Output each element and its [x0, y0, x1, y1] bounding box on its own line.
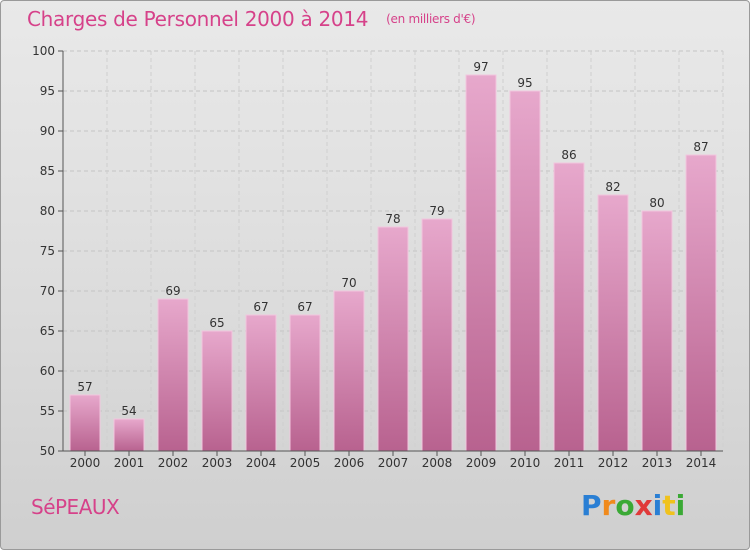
- data-label: 67: [297, 300, 312, 314]
- x-tick-label: 2000: [70, 456, 101, 470]
- x-tick-label: 2001: [114, 456, 145, 470]
- data-label: 67: [253, 300, 268, 314]
- x-tick-label: 2008: [422, 456, 453, 470]
- data-label: 69: [165, 284, 180, 298]
- data-label: 87: [693, 140, 708, 154]
- data-label: 86: [561, 148, 576, 162]
- logo-letter: P: [581, 489, 602, 522]
- data-label: 70: [341, 276, 356, 290]
- x-tick-label: 2003: [202, 456, 233, 470]
- bar: [509, 90, 541, 452]
- y-tick-label: 60: [40, 364, 55, 378]
- bars: 57 54 69 65 67 67 70 78 79 97 95 86 82 80 87: [69, 60, 717, 452]
- data-label: 97: [473, 60, 488, 74]
- y-tick-label: 100: [32, 44, 55, 58]
- bar: [157, 298, 189, 452]
- commune-name: SéPEAUX: [31, 495, 120, 519]
- bar: [289, 314, 321, 452]
- bar: [553, 162, 585, 452]
- logo-letter: x: [634, 489, 653, 522]
- y-tick-label: 80: [40, 204, 55, 218]
- axes: 50 55 60 65 70 75 80 85 90 95 100 2000 2001 2002 2003 2…: [32, 44, 723, 470]
- x-tick-label: 2011: [554, 456, 585, 470]
- y-tick-label: 70: [40, 284, 55, 298]
- bar: [333, 290, 365, 452]
- data-label: 82: [605, 180, 620, 194]
- bar: [113, 418, 145, 452]
- logo-letter: t: [662, 489, 676, 522]
- y-tick-label: 95: [40, 84, 55, 98]
- logo-letter: o: [615, 489, 635, 522]
- x-tick-label: 2012: [598, 456, 629, 470]
- data-label: 80: [649, 196, 664, 210]
- data-label: 65: [209, 316, 224, 330]
- x-tick-label: 2004: [246, 456, 277, 470]
- chart-title: Charges de Personnel 2000 à 2014: [27, 7, 369, 31]
- y-tick-label: 85: [40, 164, 55, 178]
- bar: [685, 154, 717, 452]
- bar: [245, 314, 277, 452]
- bar: [597, 194, 629, 452]
- x-tick-label: 2006: [334, 456, 365, 470]
- data-label: 95: [517, 76, 532, 90]
- y-tick-label: 55: [40, 404, 55, 418]
- x-tick-label: 2010: [510, 456, 541, 470]
- logo-letter: i: [652, 489, 663, 522]
- x-tick-label: 2005: [290, 456, 321, 470]
- y-tick-label: 90: [40, 124, 55, 138]
- data-label: 78: [385, 212, 400, 226]
- bar: [201, 330, 233, 452]
- x-tick-label: 2007: [378, 456, 409, 470]
- x-tick-label: 2013: [642, 456, 673, 470]
- y-tick-label: 75: [40, 244, 55, 258]
- logo-letter: r: [601, 489, 616, 522]
- bar: [69, 394, 101, 452]
- data-label: 79: [429, 204, 444, 218]
- y-tick-label: 65: [40, 324, 55, 338]
- logo-letter: i: [675, 489, 686, 522]
- chart-subtitle: (en milliers d'€): [386, 12, 476, 26]
- x-tick-label: 2009: [466, 456, 497, 470]
- data-label: 57: [77, 380, 92, 394]
- bar: [421, 218, 453, 452]
- bar: [641, 210, 673, 452]
- x-tick-label: 2014: [686, 456, 717, 470]
- chart-title-block: Charges de Personnel 2000 à 2014 (en mill…: [27, 7, 476, 31]
- x-tick-label: 2002: [158, 456, 189, 470]
- bar: [465, 74, 497, 452]
- y-tick-label: 50: [40, 444, 55, 458]
- data-label: 54: [121, 404, 136, 418]
- proxiti-logo: Proxiti: [581, 489, 685, 522]
- bar: [377, 226, 409, 452]
